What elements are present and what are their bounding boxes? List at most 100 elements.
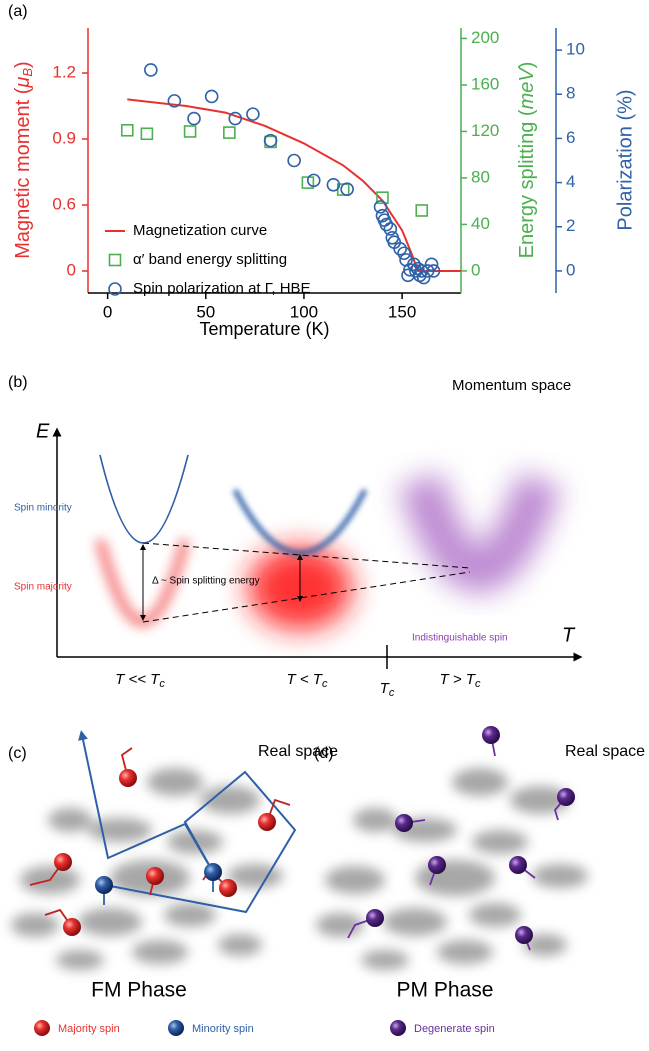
legend-swatch bbox=[108, 282, 122, 296]
circle-point bbox=[263, 133, 278, 148]
y2-tick-label: 120 bbox=[471, 121, 499, 140]
clusters bbox=[11, 768, 283, 970]
square-point bbox=[120, 123, 134, 137]
degenerate-blob bbox=[398, 472, 562, 593]
legend-label: Degenerate spin bbox=[414, 1023, 495, 1035]
y3-tick-label: 2 bbox=[566, 216, 575, 235]
panel-b: (b) E T Momentum space Spin minority Spi… bbox=[8, 374, 583, 699]
label: Spin minority bbox=[14, 503, 72, 514]
y-axis-label: Magnetic moment (μB) bbox=[12, 61, 35, 258]
x-axis-label: Temperature (K) bbox=[199, 319, 329, 339]
legend-sphere bbox=[168, 1020, 184, 1036]
circle-point bbox=[246, 107, 260, 121]
majority-band bbox=[95, 538, 190, 627]
y2-axis-label-part: ) bbox=[516, 62, 538, 69]
circle-point bbox=[426, 264, 441, 278]
legend-sphere bbox=[390, 1020, 406, 1036]
label: Indistinguishable spin bbox=[412, 633, 508, 644]
circle-point bbox=[420, 264, 435, 278]
y2-tick-label: 40 bbox=[471, 214, 490, 233]
axis-label: T bbox=[562, 624, 576, 646]
y3-tick-label: 8 bbox=[566, 84, 575, 103]
panel-label: (b) bbox=[8, 374, 28, 391]
t-label: Tc bbox=[380, 680, 395, 699]
label: Spin majority bbox=[14, 582, 72, 593]
circle-point bbox=[424, 257, 439, 272]
magnetization-line bbox=[127, 98, 461, 272]
x-tick-label: 100 bbox=[290, 302, 318, 321]
square-point bbox=[376, 191, 389, 204]
axis-label: E bbox=[36, 420, 50, 442]
t-label: T < Tc bbox=[287, 671, 328, 690]
y2-axis-label-part: meV bbox=[516, 67, 538, 110]
circle-point bbox=[379, 217, 394, 232]
phase-label: PM Phase bbox=[397, 979, 494, 1002]
square-point bbox=[140, 127, 154, 141]
legend-swatch bbox=[108, 253, 122, 267]
t-label: T > Tc bbox=[440, 671, 481, 690]
circle-point bbox=[167, 94, 182, 108]
square-point bbox=[223, 126, 236, 139]
legend-label: Majority spin bbox=[58, 1023, 120, 1035]
circle-point bbox=[416, 270, 431, 285]
y-tick-label: 1.2 bbox=[52, 62, 76, 81]
square-point bbox=[415, 204, 429, 217]
circle-point bbox=[397, 246, 411, 261]
x-tick-label: 50 bbox=[196, 302, 215, 321]
panel-title: Real space bbox=[565, 743, 645, 760]
minority-spins bbox=[95, 863, 222, 905]
y3-tick-label: 6 bbox=[566, 128, 575, 147]
label: Δ ~ Spin splitting energy bbox=[152, 576, 260, 587]
y3-tick-label: 4 bbox=[566, 172, 575, 191]
circle-point bbox=[383, 222, 398, 236]
phase-label: FM Phase bbox=[91, 979, 187, 1002]
y-tick-label: 0.6 bbox=[52, 194, 76, 213]
panel-label: (c) bbox=[8, 745, 27, 762]
y-axis-label-part: B bbox=[20, 68, 35, 77]
circle-point bbox=[204, 89, 219, 104]
circle-point bbox=[287, 153, 301, 168]
y2-axis-label-part: Energy splitting ( bbox=[516, 109, 538, 258]
y2-tick-label: 160 bbox=[471, 74, 499, 93]
y3-tick-label: 0 bbox=[566, 260, 575, 279]
panel-title: Momentum space bbox=[452, 377, 571, 394]
circle-point bbox=[228, 111, 243, 126]
circle-point bbox=[340, 182, 354, 197]
minority-band-blurred bbox=[232, 488, 368, 556]
y-axis-label-part: Magnetic moment ( bbox=[12, 87, 34, 259]
minority-band bbox=[99, 454, 189, 544]
legend-sphere bbox=[34, 1020, 50, 1036]
circle-point bbox=[306, 173, 321, 188]
y-tick-label: 0 bbox=[67, 260, 76, 279]
panel-c: (c) Real space FM Phase Majority spin Mi… bbox=[8, 730, 338, 1036]
t-label: T << Tc bbox=[115, 671, 165, 690]
dashed-line bbox=[142, 542, 471, 569]
y2-tick-label: 200 bbox=[471, 28, 499, 47]
circle-point bbox=[407, 257, 421, 272]
y3-tick-label: 10 bbox=[566, 40, 585, 59]
panel-label: (d) bbox=[314, 745, 334, 762]
majority-spins bbox=[29, 747, 291, 936]
y-axis-label-part: μ bbox=[12, 77, 34, 89]
y2-axis-label: Energy splitting (meV) bbox=[516, 62, 538, 259]
legend-label: Magnetization curve bbox=[133, 222, 267, 239]
panel-title: Real space bbox=[258, 743, 338, 760]
y3-axis-label: Polarization (%) bbox=[614, 89, 636, 230]
circle-point bbox=[187, 111, 201, 126]
spin-path bbox=[104, 770, 297, 914]
legend-label: Minority spin bbox=[192, 1023, 254, 1035]
y2-tick-label: 0 bbox=[471, 260, 480, 279]
clusters bbox=[316, 768, 588, 970]
degenerate-spins bbox=[347, 726, 575, 951]
circle-point bbox=[144, 63, 158, 77]
dashed-line bbox=[142, 571, 471, 623]
circle-point bbox=[326, 177, 341, 192]
y-tick-label: 0.9 bbox=[52, 128, 76, 147]
y2-tick-label: 80 bbox=[471, 167, 490, 186]
y-axis-label-part: ) bbox=[12, 61, 34, 68]
x-tick-label: 150 bbox=[388, 302, 416, 321]
square-point bbox=[183, 125, 197, 138]
circle-point bbox=[373, 200, 388, 214]
